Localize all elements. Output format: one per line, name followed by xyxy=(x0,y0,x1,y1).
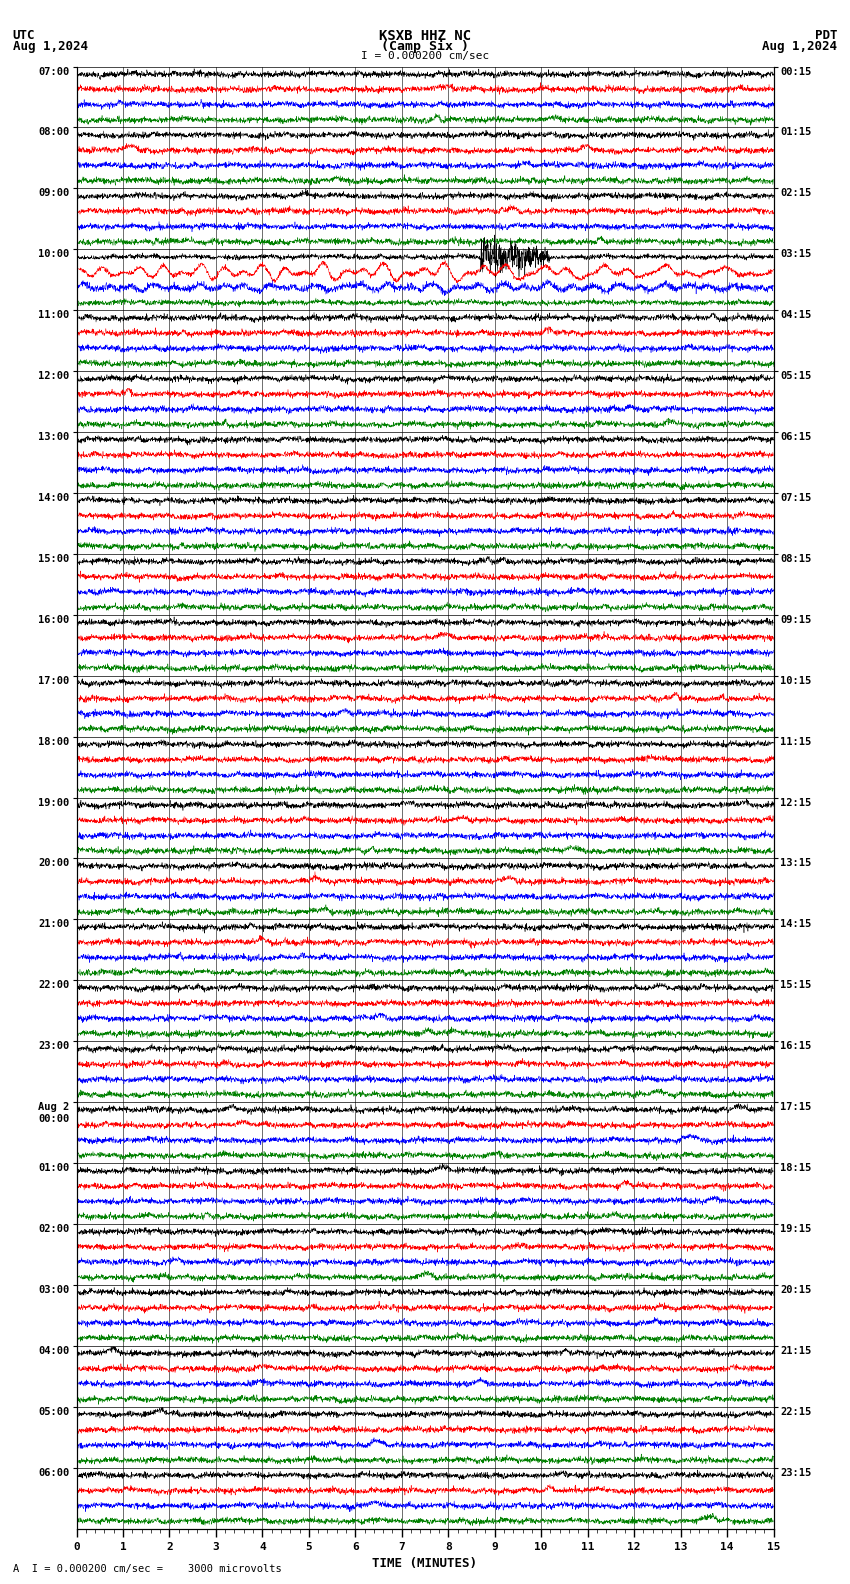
X-axis label: TIME (MINUTES): TIME (MINUTES) xyxy=(372,1557,478,1570)
Text: (Camp Six ): (Camp Six ) xyxy=(381,40,469,54)
Text: KSXB HHZ NC: KSXB HHZ NC xyxy=(379,29,471,43)
Text: I = 0.000200 cm/sec: I = 0.000200 cm/sec xyxy=(361,51,489,62)
Text: A  I = 0.000200 cm/sec =    3000 microvolts: A I = 0.000200 cm/sec = 3000 microvolts xyxy=(13,1565,281,1574)
Text: PDT: PDT xyxy=(815,29,837,43)
Text: UTC: UTC xyxy=(13,29,35,43)
Text: Aug 1,2024: Aug 1,2024 xyxy=(762,40,837,54)
Text: Aug 1,2024: Aug 1,2024 xyxy=(13,40,88,54)
